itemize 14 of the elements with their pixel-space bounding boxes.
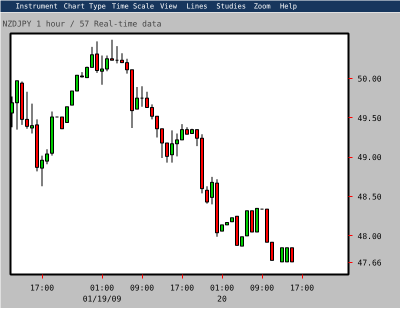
- x-tick-label: 09:00: [130, 284, 154, 292]
- x-tick-label: 01:00 01/19/09: [82, 284, 122, 304]
- y-tick-label: 49.50: [358, 114, 382, 123]
- y-tick-label: 48.50: [358, 192, 382, 202]
- x-tick-label: 17:00: [290, 284, 314, 292]
- y-tick-label: 47.66: [358, 258, 382, 268]
- x-tick-label: 09:00: [250, 284, 274, 292]
- chart-title: NZDJPY 1 hour / 57 Real-time data: [2, 20, 162, 28]
- x-tick-label: 17:00: [30, 284, 54, 292]
- x-tick-label: 01:00 20: [210, 284, 234, 304]
- y-tick-label: 48.00: [358, 232, 382, 241]
- y-tick-label: 50.00: [358, 74, 382, 84]
- y-tick-label: 49.00: [358, 153, 382, 162]
- x-tick-label: 17:00: [170, 284, 194, 292]
